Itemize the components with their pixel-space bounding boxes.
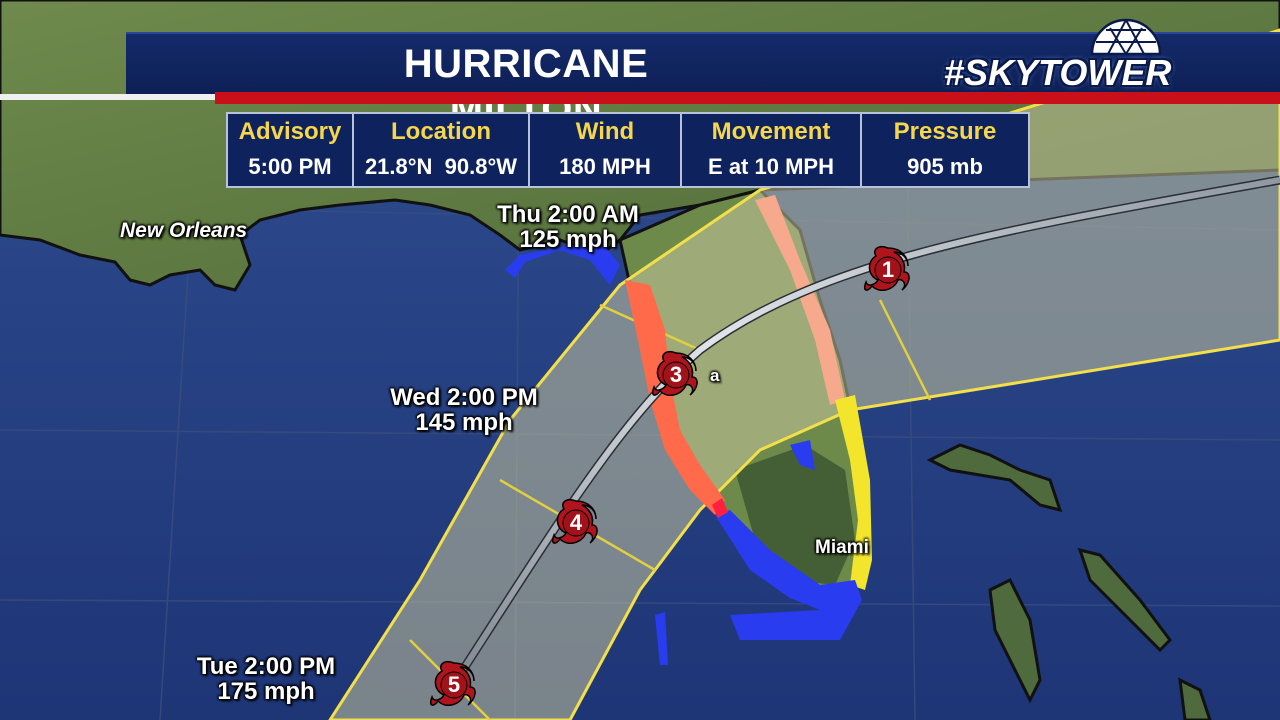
radar-dome-icon xyxy=(1090,18,1162,56)
storm-marker-1[interactable]: 1 xyxy=(858,240,918,300)
forecast-label-thu: Thu 2:00 AM 125 mph xyxy=(486,201,650,254)
skytower-logo: #SKYTOWER xyxy=(936,16,1176,100)
forecast-speed-tue: 175 mph xyxy=(217,678,315,706)
hurricane-symbol-icon xyxy=(863,245,910,291)
tropical-storm-warnings xyxy=(505,240,862,665)
column-header: Advisory xyxy=(238,118,342,145)
forecast-time-wed: Wed 2:00 PM xyxy=(390,384,538,411)
column-header: Location xyxy=(391,118,491,145)
hurricane-symbol-icon xyxy=(651,350,698,396)
city-label-miami: Miami xyxy=(815,537,869,558)
title-white-stripe xyxy=(0,94,215,100)
column-value: E at 10 MPH xyxy=(708,154,834,179)
hurricane-warning-southwest xyxy=(712,498,728,518)
logo-text: #SKYTOWER xyxy=(944,52,1172,93)
forecast-cone xyxy=(328,28,1280,720)
forecast-label-tue: Tue 2:00 PM 175 mph xyxy=(178,653,354,706)
storm-category-1: 1 xyxy=(881,257,895,282)
storm-category-4: 4 xyxy=(569,510,583,535)
advisory-column-location: Location 21.8°N 90.8°W xyxy=(354,114,530,186)
column-header: Pressure xyxy=(893,118,997,145)
forecast-time-thu: Thu 2:00 AM xyxy=(497,201,639,228)
hurricane-symbol-icon xyxy=(551,498,598,544)
storm-marker-5[interactable]: 5 xyxy=(424,655,484,715)
advisory-column-wind: Wind 180 MPH xyxy=(530,114,682,186)
city-label-new-orleans: New Orleans xyxy=(120,219,248,242)
forecast-track-line-highlight xyxy=(447,177,1280,692)
storm-marker-3[interactable]: 3 xyxy=(646,345,706,405)
column-value: 5:00 PM xyxy=(248,154,332,179)
advisory-column-movement: Movement E at 10 MPH xyxy=(682,114,862,186)
column-header: Movement xyxy=(711,118,831,145)
storm-category-5: 5 xyxy=(447,672,461,697)
advisory-table: Advisory 5:00 PM Location 21.8°N 90.8°W … xyxy=(226,112,1030,188)
tropical-storm-watch-east-coast xyxy=(755,195,845,405)
forecast-speed-thu: 125 mph xyxy=(519,226,617,254)
forecast-speed-wed: 145 mph xyxy=(415,409,513,437)
storm-marker-4[interactable]: 4 xyxy=(546,493,606,553)
city-label-tampa-fragment: a xyxy=(710,366,720,385)
column-value: 21.8°N 90.8°W xyxy=(364,154,518,179)
column-value: 180 MPH xyxy=(559,154,651,179)
bahamas xyxy=(926,443,1212,720)
storm-category-3: 3 xyxy=(669,362,683,387)
title-red-stripe xyxy=(215,92,1280,104)
advisory-column-advisory: Advisory 5:00 PM xyxy=(228,114,354,186)
column-value: 905 mb xyxy=(907,154,983,179)
hurricane-watch-southeast xyxy=(835,395,872,590)
column-header: Wind xyxy=(575,118,635,145)
forecast-time-tue: Tue 2:00 PM xyxy=(196,653,336,680)
hurricane-warning-west-coast xyxy=(625,280,725,515)
advisory-column-pressure: Pressure 905 mb xyxy=(862,114,1028,186)
hurricane-symbol-icon xyxy=(429,660,476,706)
forecast-label-wed: Wed 2:00 PM 145 mph xyxy=(376,384,552,437)
